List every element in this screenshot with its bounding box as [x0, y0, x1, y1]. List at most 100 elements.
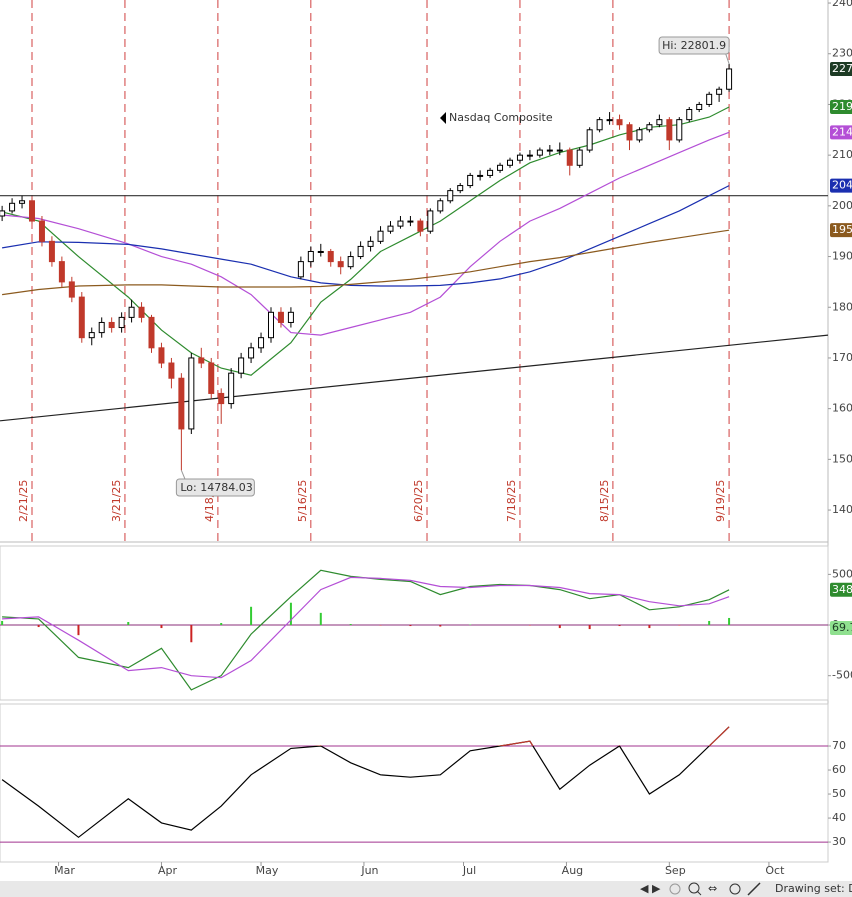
zoom-out[interactable] [669, 883, 681, 895]
value-badge [830, 125, 852, 140]
candle-body [477, 174, 484, 177]
candle-body [377, 230, 384, 242]
candle-body [357, 245, 364, 258]
candle-body [118, 316, 125, 329]
candle-body [616, 119, 623, 126]
candle-body [387, 225, 394, 232]
value-badge [830, 223, 852, 238]
candle-body [586, 129, 593, 151]
moving-average [2, 185, 730, 287]
crosshair-tool[interactable] [729, 883, 741, 895]
rsi-line [1, 726, 730, 839]
candle-body [556, 149, 563, 152]
value-badge [830, 178, 852, 193]
x-tick-label: Apr [158, 864, 178, 877]
panel-border [0, 545, 829, 701]
y-tick-label: 24000 [832, 0, 852, 9]
x-tick-label: Oct [765, 864, 785, 877]
candle-body [88, 332, 95, 339]
panel-border [0, 703, 829, 863]
value-badge [830, 620, 852, 635]
candle-body [506, 159, 513, 166]
x-tick-label: Mar [54, 864, 75, 877]
draw-tool[interactable] [747, 882, 761, 896]
candle-body [417, 220, 424, 232]
y-tick-label: 17000 [832, 351, 852, 364]
candle-body [158, 347, 165, 364]
candle-body [676, 119, 683, 141]
candle-body [258, 337, 265, 349]
drawing-set[interactable]: Drawing set: De [775, 882, 852, 895]
candle-body [646, 124, 653, 131]
candle-body [696, 103, 703, 111]
candle-body [317, 250, 324, 253]
candle-body [367, 240, 374, 247]
y-tick-label: 15000 [832, 452, 852, 465]
candle-body [516, 154, 523, 161]
candle-body [48, 240, 55, 263]
candle-body [9, 202, 16, 212]
candle-body [526, 154, 533, 157]
candle-body [566, 149, 573, 166]
candle-body [497, 164, 504, 171]
candle-body [267, 311, 274, 339]
y-tick-label: 30 [832, 835, 846, 848]
candle-body [178, 377, 185, 430]
y-tick-label: 500 [832, 567, 852, 580]
candle-body [666, 119, 673, 141]
pan-tool[interactable]: ⇔ [708, 882, 717, 895]
value-badge [830, 582, 852, 597]
y-tick-label: 19000 [832, 250, 852, 263]
scroll-right[interactable]: ▶ [652, 882, 661, 895]
title-pointer [440, 112, 446, 124]
candle-body [138, 306, 145, 318]
x-tick-label: Aug [562, 864, 583, 877]
y-tick-label: -500 [832, 669, 852, 682]
candle-body [467, 174, 474, 187]
value-badge-text: 22700 [832, 62, 852, 75]
candle-body [208, 362, 215, 394]
candle-body [576, 149, 583, 166]
candle-body [307, 250, 314, 263]
candle-body [487, 169, 494, 176]
lo-connector [180, 470, 186, 481]
candle-body [636, 129, 643, 141]
candle-body [277, 311, 284, 323]
lo-label-box [175, 478, 255, 497]
candle-body [228, 372, 235, 405]
value-badge-text: 69.7 [832, 621, 852, 634]
candle-body [248, 347, 255, 359]
candle-body [536, 149, 543, 156]
candle-body [447, 190, 454, 202]
candle-body [716, 88, 723, 95]
candle-body [238, 357, 245, 374]
candle-body [427, 210, 434, 232]
candle-body [457, 185, 464, 192]
expiry-label: 2/21/25 [17, 480, 30, 522]
candle-body [407, 220, 414, 223]
expiry-label: 5/16/25 [296, 480, 309, 522]
candle-body [78, 296, 85, 339]
expiry-label: 7/18/25 [505, 480, 518, 522]
zoom-in[interactable] [688, 882, 700, 894]
candle-body [98, 321, 105, 334]
candle-body [19, 200, 26, 204]
toolbar: ◀ ▶ ⇔ Drawing set: De [0, 881, 852, 897]
macd-line [2, 576, 730, 679]
panels [0, 0, 829, 863]
candle-body [58, 261, 65, 283]
candle-body [626, 124, 633, 141]
moving-average [2, 229, 730, 296]
candle-body [38, 220, 45, 242]
hi-label-box [658, 36, 730, 55]
value-badge [830, 61, 852, 76]
candle-body [188, 357, 195, 430]
value-badge-text: 348 [832, 583, 852, 596]
value-badge-text: 19520 [832, 223, 852, 236]
x-tick-label: Jun [360, 864, 378, 877]
scroll-left[interactable]: ◀ [640, 882, 649, 895]
expiry-label: 9/19/25 [714, 480, 727, 522]
expiry-label: 3/21/25 [110, 480, 123, 522]
